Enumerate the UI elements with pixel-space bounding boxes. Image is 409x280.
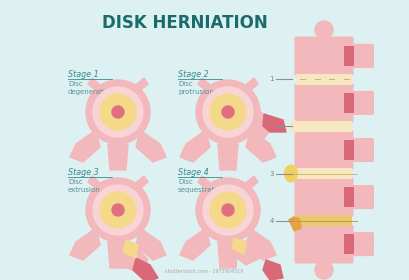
Polygon shape	[108, 144, 128, 170]
Bar	[296, 215, 352, 226]
Polygon shape	[108, 242, 128, 268]
Circle shape	[196, 178, 260, 242]
Circle shape	[315, 21, 333, 39]
Text: shutterstock.com · 1972904519: shutterstock.com · 1972904519	[165, 269, 243, 274]
Circle shape	[112, 204, 124, 216]
Circle shape	[93, 185, 143, 235]
Polygon shape	[232, 238, 246, 254]
Circle shape	[86, 178, 150, 242]
FancyBboxPatch shape	[294, 83, 353, 122]
Circle shape	[315, 261, 333, 279]
Text: Stage 2: Stage 2	[178, 70, 209, 79]
Polygon shape	[288, 216, 302, 232]
Polygon shape	[246, 130, 276, 162]
Polygon shape	[233, 238, 260, 265]
Polygon shape	[246, 228, 276, 260]
Circle shape	[100, 192, 136, 228]
FancyBboxPatch shape	[294, 178, 353, 216]
Circle shape	[196, 80, 260, 144]
Bar	[344, 234, 354, 254]
Circle shape	[93, 87, 143, 137]
FancyBboxPatch shape	[294, 225, 353, 263]
Circle shape	[222, 106, 234, 118]
Polygon shape	[116, 240, 148, 272]
Polygon shape	[132, 78, 148, 94]
Bar	[344, 93, 354, 113]
Polygon shape	[133, 258, 158, 280]
Text: 4: 4	[270, 218, 274, 223]
Circle shape	[203, 185, 253, 235]
Polygon shape	[88, 78, 104, 94]
Bar	[344, 140, 354, 160]
FancyBboxPatch shape	[350, 138, 374, 162]
Ellipse shape	[284, 165, 298, 183]
Text: Disc
degeneration: Disc degeneration	[68, 81, 115, 95]
Circle shape	[210, 94, 246, 130]
FancyBboxPatch shape	[350, 91, 374, 115]
Bar	[296, 168, 352, 179]
Text: Disc
sequestration: Disc sequestration	[178, 179, 226, 193]
Polygon shape	[198, 176, 214, 192]
Text: Disc
extrusion: Disc extrusion	[68, 179, 101, 193]
Circle shape	[210, 192, 246, 228]
Polygon shape	[88, 176, 104, 192]
Text: Stage 4: Stage 4	[178, 168, 209, 177]
Text: DISK HERNIATION: DISK HERNIATION	[102, 14, 268, 32]
Text: 1: 1	[270, 76, 274, 82]
Text: 2: 2	[270, 123, 274, 129]
Circle shape	[112, 106, 124, 118]
Text: Disc
protrusion: Disc protrusion	[178, 81, 214, 95]
Polygon shape	[180, 228, 210, 260]
Text: Stage 1: Stage 1	[68, 70, 99, 79]
Text: Stage 3: Stage 3	[68, 168, 99, 177]
Polygon shape	[218, 144, 238, 170]
Polygon shape	[70, 228, 100, 260]
Circle shape	[203, 87, 253, 137]
FancyBboxPatch shape	[294, 130, 353, 169]
Ellipse shape	[290, 120, 298, 133]
Polygon shape	[123, 240, 138, 258]
Bar	[296, 74, 352, 85]
FancyBboxPatch shape	[294, 36, 353, 75]
Polygon shape	[242, 78, 258, 94]
Polygon shape	[132, 176, 148, 192]
Polygon shape	[263, 114, 286, 132]
Polygon shape	[218, 242, 238, 268]
Circle shape	[86, 80, 150, 144]
FancyBboxPatch shape	[350, 232, 374, 256]
Polygon shape	[180, 130, 210, 162]
Bar	[296, 121, 352, 132]
Polygon shape	[136, 228, 166, 260]
Polygon shape	[136, 130, 166, 162]
Text: 3: 3	[270, 171, 274, 176]
Polygon shape	[242, 176, 258, 192]
Polygon shape	[263, 260, 283, 280]
Bar	[344, 187, 354, 207]
FancyBboxPatch shape	[350, 185, 374, 209]
Polygon shape	[70, 130, 100, 162]
Bar	[344, 46, 354, 66]
Polygon shape	[253, 107, 270, 140]
Circle shape	[222, 204, 234, 216]
Circle shape	[100, 94, 136, 130]
FancyBboxPatch shape	[350, 44, 374, 68]
Polygon shape	[198, 78, 214, 94]
